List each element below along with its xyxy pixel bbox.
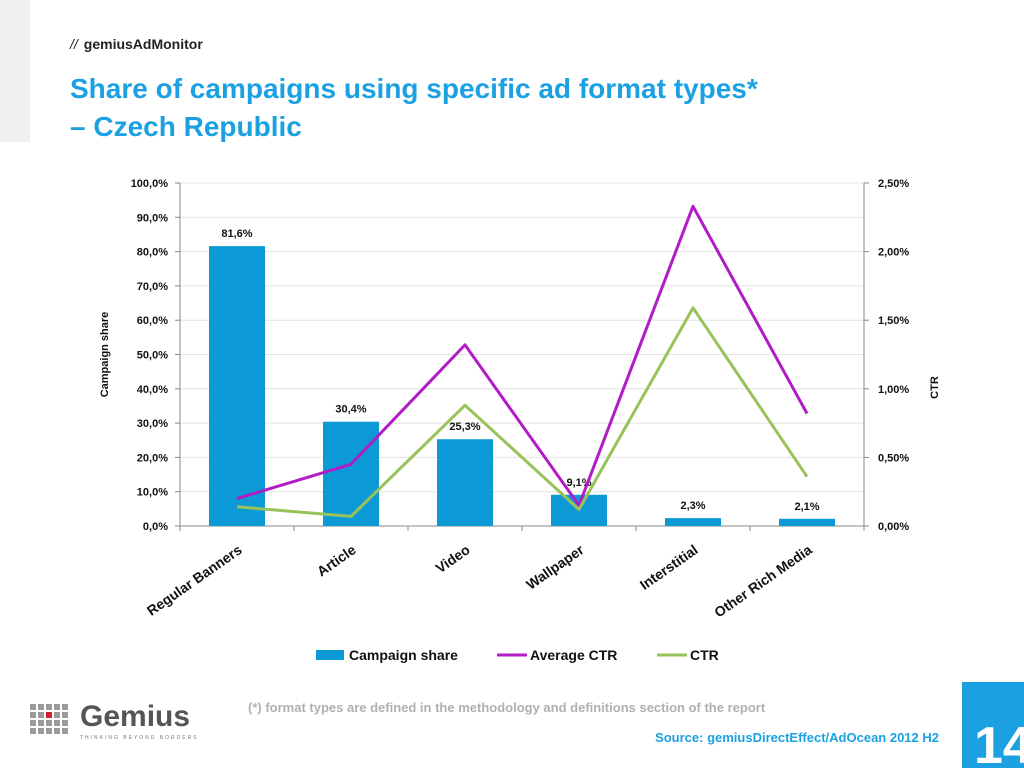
bar-data-label: 25,3% [449, 421, 480, 433]
bar-data-label: 2,3% [680, 500, 705, 512]
source-note: Source: gemiusDirectEffect/AdOcean 2012 … [655, 730, 939, 745]
logo-wordmark: Gemius [80, 700, 191, 733]
bar [209, 246, 265, 526]
chart: 0,0% 10,0% 20,0% 30,0% 40,0% 50,0% 60,0% 70,0% 8… [99, 178, 941, 663]
logo-tagline: THINKING BEYOND BORDERS [80, 735, 199, 741]
page-number: 14 [974, 717, 1024, 768]
y2-tick-label: 0,50% [878, 452, 909, 464]
section-label: // gemiusAdMonitor [70, 36, 203, 52]
y-tick-label: 10,0% [137, 487, 168, 499]
legend-swatch [316, 650, 344, 660]
legend-label: CTR [690, 647, 719, 663]
y-tick-label: 40,0% [137, 384, 168, 396]
x-tick-label: Article [314, 541, 359, 579]
y-tick-label: 100,0% [131, 178, 169, 190]
section-name: gemiusAdMonitor [83, 36, 203, 52]
legend-label: Average CTR [530, 647, 617, 663]
bar [779, 518, 835, 526]
gemius-logo-icon [30, 704, 68, 734]
page-title: Share of campaigns using specific ad for… [70, 70, 758, 146]
bar-data-label: 30,4% [335, 404, 366, 416]
y-tick-label: 30,0% [137, 418, 168, 430]
page-number-box: 14 [962, 682, 1024, 768]
y2-tick-label: 0,00% [878, 521, 909, 533]
gemius-logo: Gemius THINKING BEYOND BORDERS [28, 700, 199, 741]
y-tick-label: 0,0% [143, 521, 168, 533]
legend-label: Campaign share [349, 647, 458, 663]
bar [437, 439, 493, 526]
y2-tick-label: 1,00% [878, 384, 909, 396]
bar [665, 518, 721, 526]
y-tick-label: 80,0% [137, 247, 168, 259]
bar-data-label: 81,6% [221, 228, 252, 240]
y2-tick-label: 2,50% [878, 178, 909, 190]
x-tick-label: Regular Banners [144, 541, 245, 618]
y2-tick-label: 1,50% [878, 315, 909, 327]
y-tick-label: 70,0% [137, 281, 168, 293]
y-axis-title: Campaign share [99, 312, 111, 398]
y-tick-label: 90,0% [137, 212, 168, 224]
y-tick-label: 20,0% [137, 452, 168, 464]
footnote: (*) format types are defined in the meth… [248, 700, 766, 715]
title-line-1: Share of campaigns using specific ad for… [70, 73, 758, 104]
x-tick-label: Other Rich Media [711, 541, 815, 620]
x-tick-label: Interstitial [637, 541, 701, 592]
y2-tick-label: 2,00% [878, 247, 909, 259]
x-tick-label: Video [433, 541, 473, 576]
x-tick-label: Wallpaper [523, 541, 587, 592]
y-tick-label: 50,0% [137, 350, 168, 362]
bar [323, 421, 379, 526]
series-line [236, 204, 809, 507]
series-line [236, 306, 809, 518]
section-prefix: // [70, 36, 78, 52]
y2-axis-title: CTR [929, 376, 941, 399]
title-line-2: – Czech Republic [70, 111, 302, 142]
bar-data-label: 2,1% [794, 501, 819, 513]
side-accent-strip [0, 0, 30, 142]
y-tick-label: 60,0% [137, 315, 168, 327]
